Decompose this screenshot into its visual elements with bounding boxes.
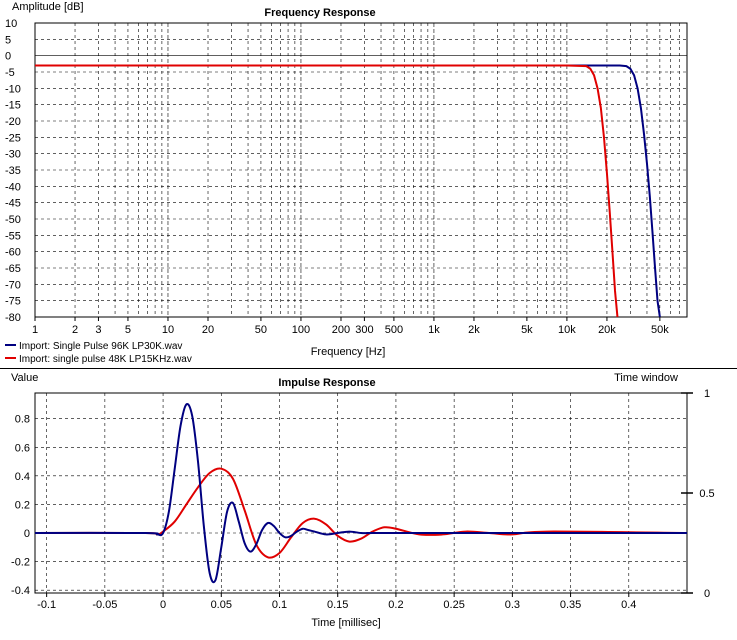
frequency-tick-labels: 1 2 3 5 10 20 50 100 200 300 500 1k 2k 5k 10k 20k 50k — [32, 317, 669, 336]
amplitude-tick-labels: 10 5 0 -5 -10 -15 -20 -25 -30 -35 -40 -45 -50 -55 -60 -… — [5, 18, 21, 324]
legend-entry-blue: Import: Single Pulse 96K LP30K.wav — [19, 341, 182, 352]
time-window-tick-labels: 10.50 — [681, 388, 715, 600]
amplitude-tick-label: -40 — [5, 181, 21, 193]
value-axis-label: Value — [11, 372, 38, 384]
frequency-tick-label: 1k — [428, 324, 440, 336]
time-tick-label: 0.25 — [443, 599, 464, 611]
amplitude-tick-label: -20 — [5, 116, 21, 128]
amplitude-tick-label: -60 — [5, 247, 21, 259]
frequency-response-title: Frequency Response — [264, 7, 375, 19]
amplitude-tick-label: -45 — [5, 198, 21, 210]
frequency-tick-label: 500 — [385, 324, 403, 336]
value-tick-label: -0.4 — [11, 585, 30, 597]
amplitude-tick-label: -50 — [5, 214, 21, 226]
value-tick-label: -0.2 — [11, 557, 30, 569]
impulse-plot-frame — [34, 392, 688, 594]
impulse-grid — [35, 393, 687, 593]
frequency-tick-label: 1 — [32, 324, 38, 336]
frequency-tick-label: 2k — [468, 324, 480, 336]
amplitude-tick-label: -30 — [5, 149, 21, 161]
time-tick-label: 0.35 — [560, 599, 581, 611]
legend-entry-red: Import: single pulse 48K LP15KHz.wav — [19, 354, 192, 365]
time-tick-label: 0.2 — [388, 599, 403, 611]
frequency-tick-label: 5k — [521, 324, 533, 336]
amplitude-tick-label: -70 — [5, 279, 21, 291]
frequency-axis-label: Frequency [Hz] — [311, 346, 386, 358]
amplitude-tick-label: -10 — [5, 83, 21, 95]
value-tick-label: 0 — [24, 528, 30, 540]
value-tick-labels: 0.8 0.6 0.4 0.2 0 -0.2 -0.4 — [11, 414, 30, 597]
value-tick-label: 0.2 — [15, 499, 30, 511]
amplitude-tick-label: -5 — [5, 67, 15, 79]
amplitude-tick-label: 10 — [5, 18, 17, 30]
time-tick-label: 0.15 — [327, 599, 348, 611]
time-tick-label: 0 — [160, 599, 166, 611]
series-line-96k-lp30k — [35, 64, 661, 318]
frequency-tick-label: 10 — [162, 324, 174, 336]
frequency-tick-label: 100 — [292, 324, 310, 336]
time-tick-label: -0.05 — [92, 599, 117, 611]
time-tick-label: 0.1 — [272, 599, 287, 611]
frequency-tick-label: 3 — [95, 324, 101, 336]
frequency-tick-label: 5 — [125, 324, 131, 336]
amplitude-tick-label: -35 — [5, 165, 21, 177]
amplitude-tick-label: -55 — [5, 230, 21, 242]
time-tick-label: -0.1 — [37, 599, 56, 611]
value-tick-label: 0.8 — [15, 414, 30, 426]
amplitude-tick-label: -25 — [5, 132, 21, 144]
frequency-tick-label: 20 — [202, 324, 214, 336]
time-axis-label: Time [millisec] — [311, 617, 380, 629]
time-window-axis-label: Time window — [614, 372, 678, 384]
time-window-tick-label: 0.5 — [699, 488, 714, 500]
frequency-response-chart: Frequency Response Amplitude [dB] Freque… — [5, 1, 688, 365]
series-line-48k-lp15k — [35, 64, 619, 318]
amplitude-axis-label: Amplitude [dB] — [12, 1, 84, 13]
time-tick-label: 0.3 — [505, 599, 520, 611]
frequency-tick-label: 300 — [355, 324, 373, 336]
frequency-tick-label: 50k — [651, 324, 669, 336]
value-tick-label: 0.4 — [15, 471, 30, 483]
amplitude-tick-label: -80 — [5, 312, 21, 324]
impulse-line-96k-lp30k — [34, 403, 687, 584]
frequency-tick-label: 200 — [332, 324, 350, 336]
amplitude-tick-label: -65 — [5, 263, 21, 275]
impulse-line-48k-lp15k — [34, 467, 688, 559]
amplitude-tick-label: 0 — [5, 51, 11, 63]
frequency-grid — [34, 22, 688, 318]
time-window-tick-label: 1 — [704, 388, 710, 400]
legend: Import: Single Pulse 96K LP30K.wav Impor… — [5, 341, 192, 365]
frequency-tick-label: 20k — [598, 324, 616, 336]
value-tick-label: 0.6 — [15, 442, 30, 454]
time-tick-label: 0.4 — [621, 599, 636, 611]
frequency-plot-frame — [34, 22, 688, 318]
time-tick-labels: -0.1 -0.05 0 0.05 0.1 0.15 0.2 0.25 0.3 0.35 0.4 — [37, 593, 636, 611]
impulse-response-title: Impulse Response — [278, 377, 375, 389]
frequency-tick-label: 10k — [558, 324, 576, 336]
amplitude-tick-label: -15 — [5, 100, 21, 112]
frequency-tick-label: 2 — [72, 324, 78, 336]
impulse-response-chart: Value Impulse Response Time window Time … — [11, 372, 715, 629]
amplitude-tick-label: 5 — [5, 34, 11, 46]
time-window-tick-label: 0 — [704, 588, 710, 600]
impulse-series — [34, 403, 688, 584]
amplitude-tick-label: -75 — [5, 296, 21, 308]
time-tick-label: 0.05 — [211, 599, 232, 611]
frequency-series — [35, 64, 661, 318]
frequency-tick-label: 50 — [255, 324, 267, 336]
